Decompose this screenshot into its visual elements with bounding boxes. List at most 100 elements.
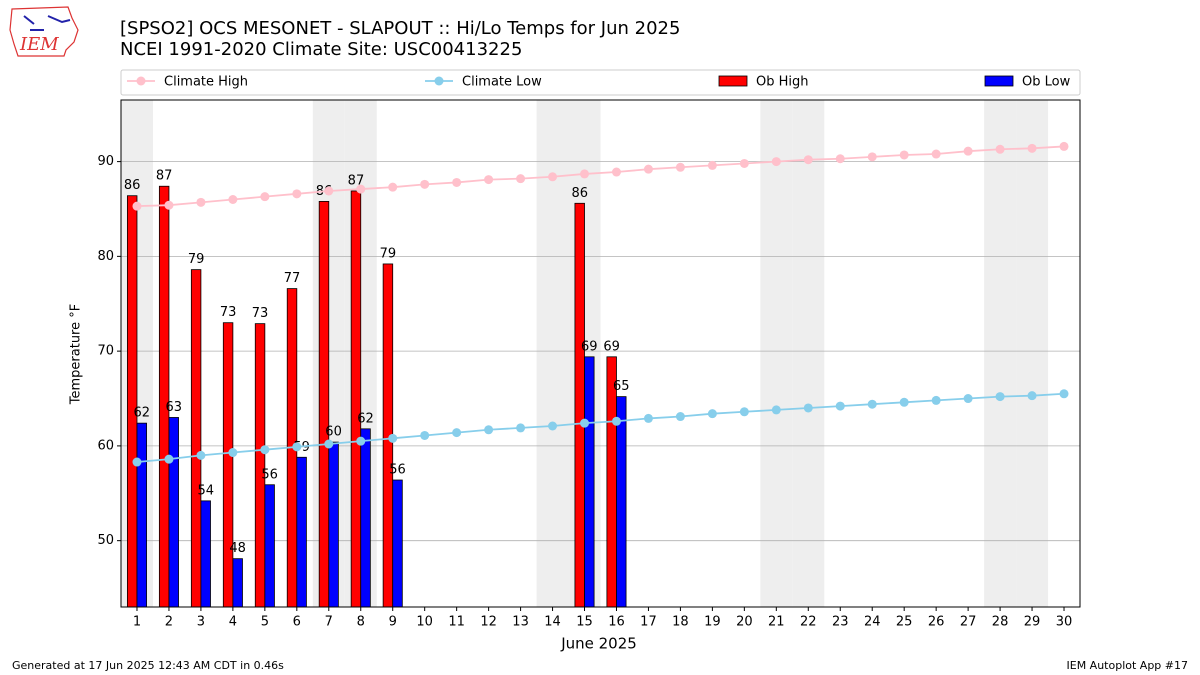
line-marker <box>835 154 845 164</box>
bar <box>328 441 339 608</box>
plot-frame <box>120 99 1081 608</box>
x-tick-label: 1 <box>133 615 141 630</box>
y-tick-label: 90 <box>97 154 114 169</box>
line-marker <box>803 403 813 413</box>
line-marker <box>516 423 526 433</box>
legend-label: Climate Low <box>462 75 542 90</box>
x-tick-label: 13 <box>512 615 529 630</box>
bar <box>318 200 330 608</box>
x-tick-label: 16 <box>608 615 625 630</box>
value-label: 79 <box>188 252 205 267</box>
line-marker <box>164 200 174 210</box>
line-marker <box>867 399 877 409</box>
line-marker <box>132 457 142 467</box>
x-tick-label: 19 <box>704 615 721 630</box>
line-marker <box>643 164 653 174</box>
value-label: 62 <box>357 411 374 426</box>
line-marker <box>516 174 526 184</box>
value-label: 60 <box>325 425 342 440</box>
line-marker <box>707 409 717 419</box>
bar <box>158 185 170 608</box>
line-marker <box>1059 389 1069 399</box>
legend-swatch <box>984 75 1014 87</box>
value-label: 56 <box>261 467 278 482</box>
line <box>136 392 1065 463</box>
x-tick-label: 20 <box>736 615 753 630</box>
x-tick-label: 27 <box>960 615 977 630</box>
chart-subtitle: NCEI 1991-2020 Climate Site: USC00413225 <box>120 39 522 60</box>
value-label: 73 <box>220 305 237 320</box>
x-tick-label: 2 <box>165 615 173 630</box>
line-marker <box>292 189 302 199</box>
line-marker <box>611 167 621 177</box>
x-tick-label: 4 <box>229 615 237 630</box>
line-marker <box>260 192 270 202</box>
x-axis-label: June 2025 <box>560 635 637 653</box>
x-tick-label: 21 <box>768 615 785 630</box>
x-tick-label: 11 <box>448 615 465 630</box>
bar <box>168 417 179 608</box>
line-marker <box>771 405 781 415</box>
line-marker <box>452 428 462 438</box>
line-marker <box>995 144 1005 154</box>
legend-marker <box>434 76 444 86</box>
line-marker <box>611 416 621 426</box>
line-marker <box>420 179 430 189</box>
line-marker <box>995 392 1005 402</box>
x-tick-label: 18 <box>672 615 689 630</box>
chart-title: [SPSO2] OCS MESONET - SLAPOUT :: Hi/Lo T… <box>120 18 680 39</box>
legend-swatch <box>718 75 748 87</box>
x-tick-label: 29 <box>1024 615 1041 630</box>
line-marker <box>580 418 590 428</box>
bar <box>254 323 266 608</box>
line-marker <box>356 184 366 194</box>
x-tick-label: 8 <box>357 615 365 630</box>
bar <box>392 479 403 608</box>
footer-right: IEM Autoplot App #17 <box>1067 659 1189 672</box>
logo: IEM <box>9 6 79 57</box>
logo-outline <box>9 6 79 57</box>
line-marker <box>963 146 973 156</box>
line-marker <box>164 454 174 464</box>
line-marker <box>548 172 558 182</box>
legend-label: Ob Low <box>1022 75 1071 90</box>
line <box>136 145 1065 208</box>
weekend-band <box>1016 100 1049 607</box>
y-tick-label: 50 <box>97 533 114 548</box>
x-tick-label: 9 <box>389 615 397 630</box>
line-marker <box>484 175 494 185</box>
line-marker <box>260 445 270 455</box>
x-tick-label: 12 <box>480 615 497 630</box>
x-tick-label: 30 <box>1056 615 1073 630</box>
x-tick-label: 14 <box>544 615 561 630</box>
weekend-band <box>760 100 793 607</box>
line-marker <box>548 421 558 431</box>
x-tick-label: 25 <box>896 615 913 630</box>
bar <box>360 428 371 608</box>
y-tick-label: 60 <box>97 438 114 453</box>
value-label: 77 <box>284 271 301 286</box>
line-marker <box>835 401 845 411</box>
bar <box>264 484 275 608</box>
value-label: 87 <box>156 169 173 184</box>
line-marker <box>899 397 909 407</box>
line-marker <box>324 439 334 449</box>
line-marker <box>1059 141 1069 151</box>
x-tick-label: 5 <box>261 615 269 630</box>
y-axis-label: Temperature °F <box>69 304 84 405</box>
line-marker <box>963 394 973 404</box>
line-marker <box>196 450 206 460</box>
x-tick-label: 6 <box>293 615 301 630</box>
x-tick-label: 22 <box>800 615 817 630</box>
x-tick-label: 7 <box>325 615 333 630</box>
x-tick-label: 10 <box>416 615 433 630</box>
line-marker <box>739 158 749 168</box>
legend-label: Ob High <box>756 75 809 90</box>
y-tick-label: 80 <box>97 249 114 264</box>
line-marker <box>931 149 941 159</box>
bar <box>616 396 627 608</box>
bar <box>136 422 147 608</box>
x-tick-label: 26 <box>928 615 945 630</box>
bar <box>126 195 138 608</box>
